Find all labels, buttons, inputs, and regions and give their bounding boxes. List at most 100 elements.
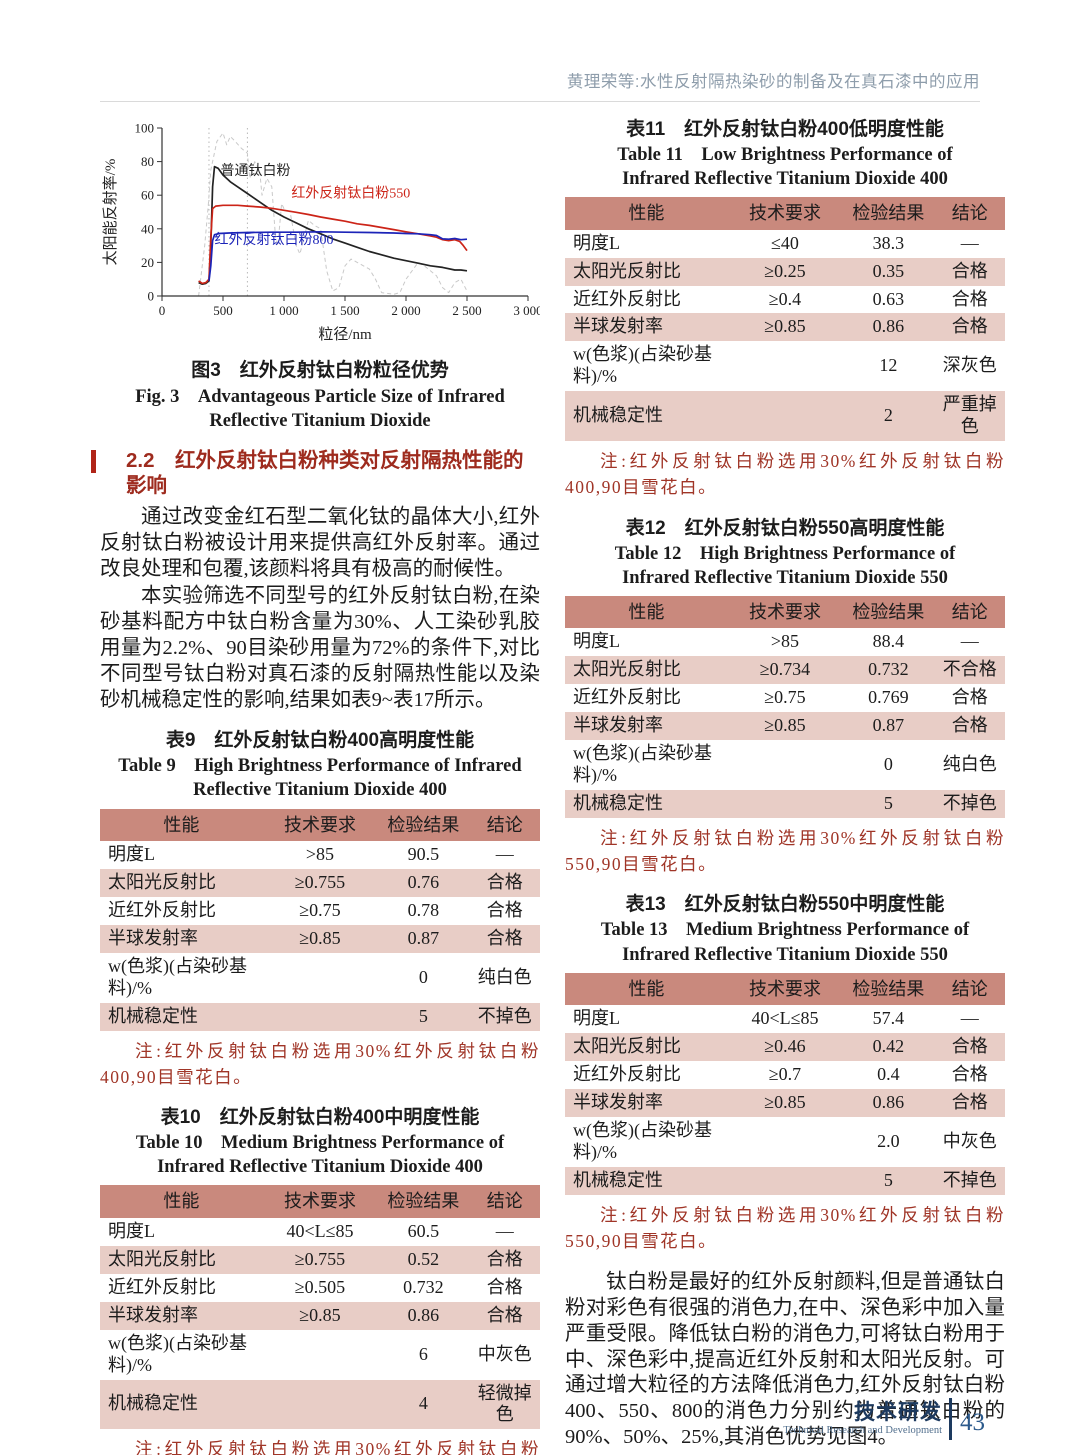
table12-title-en: Table 12 High Brightness Performance of … bbox=[614, 543, 956, 588]
column-header: 性能 bbox=[100, 1185, 263, 1218]
table-header-row: 性能 技术要求 检验结果 结论 bbox=[565, 197, 1005, 230]
column-header: 性能 bbox=[565, 197, 728, 230]
table-cell: — bbox=[960, 631, 979, 652]
column-header: 技术要求 bbox=[262, 1185, 378, 1218]
table-cell: 半球发射率 bbox=[573, 316, 663, 337]
table-cell: 合格 bbox=[486, 1304, 523, 1325]
table-cell: ≥0.4 bbox=[768, 288, 802, 309]
column-header: 检验结果 bbox=[842, 197, 935, 230]
table-cell: 不掉色 bbox=[942, 1169, 997, 1190]
column-header: 结论 bbox=[469, 1185, 540, 1218]
table9-note: 注:红外反射钛白粉选用30%红外反射钛白粉400,90目雪花白。 bbox=[100, 1040, 540, 1087]
table-cell: 近红外反射比 bbox=[573, 1063, 681, 1084]
table-cell: 半球发射率 bbox=[573, 1091, 663, 1112]
column-header: 技术要求 bbox=[727, 595, 843, 629]
table-cell: 40<L≤85 bbox=[751, 1008, 819, 1029]
table-cell: 机械稳定性 bbox=[573, 1169, 663, 1190]
column-header: 结论 bbox=[469, 808, 540, 842]
table-cell: ≥0.505 bbox=[294, 1276, 346, 1297]
footer-section-cn: 技术研发 bbox=[854, 1400, 942, 1424]
table-row: w(色浆)(占染砂基料)/% 0 纯白色 bbox=[565, 740, 1005, 790]
table-header-row: 性能 技术要求 检验结果 结论 bbox=[565, 595, 1005, 629]
table-header-row: 性能 技术要求 检验结果 结论 bbox=[100, 808, 540, 842]
table-row: 明度L ≤40 38.3 — bbox=[565, 230, 1005, 258]
column-header: 性能 bbox=[565, 972, 728, 1006]
table-11: 性能 技术要求 检验结果 结论 明度L ≤40 38.3 — 太阳光反射比 ≥0.25 0.35 合格… bbox=[565, 197, 1005, 442]
y-axis-label: 太阳能反射率/% bbox=[102, 159, 119, 266]
table-cell: ≥0.85 bbox=[764, 715, 806, 736]
table-cell: 合格 bbox=[951, 260, 988, 281]
table-13: 性能 技术要求 检验结果 结论 明度L 40<L≤85 57.4 — 太阳光反射比 ≥0.46 0.… bbox=[565, 972, 1005, 1195]
series-普通钛白粉 bbox=[198, 165, 468, 286]
table-cell: 合格 bbox=[951, 1036, 988, 1057]
x-tick-label: 1 000 bbox=[269, 303, 298, 318]
table-cell bbox=[728, 341, 842, 391]
table-cell: 半球发射率 bbox=[108, 927, 198, 948]
figure3-caption-en: Fig. 3 Advantageous Particle Size of Inf… bbox=[135, 387, 505, 432]
table-cell bbox=[728, 1117, 842, 1167]
table13-note: 注:红外反射钛白粉选用30%红外反射钛白粉550,90目雪花白。 bbox=[565, 1204, 1005, 1251]
table-row: 机械稳定性 2 严重掉色 bbox=[565, 391, 1005, 442]
table-cell: 纯白色 bbox=[942, 754, 997, 775]
table-cell: — bbox=[960, 1008, 979, 1029]
table11-note: 注:红外反射钛白粉选用30%红外反射钛白粉400,90目雪花白。 bbox=[565, 451, 1005, 498]
table12-title-cn: 表12 红外反射钛白粉550高明度性能 bbox=[625, 517, 945, 539]
table13-title-en: Table 13 Medium Brightness Performance o… bbox=[600, 920, 970, 965]
x-tick-label: 2 500 bbox=[452, 303, 481, 318]
table-cell: ≥0.85 bbox=[299, 1304, 341, 1325]
table10-note: 注:红外反射钛白粉选用30%红外反射钛白粉400,90目雪花白。 bbox=[135, 1439, 540, 1455]
table-cell: 纯白色 bbox=[477, 966, 532, 987]
series-红外反射钛白粉800 bbox=[208, 230, 468, 282]
table-cell: 机械稳定性 bbox=[108, 1393, 198, 1414]
section-2-2-heading-text: 2.2 红外反射钛白粉种类对反射隔热性能的影响 bbox=[126, 448, 524, 498]
table-row: 近红外反射比 ≥0.4 0.63 合格 bbox=[565, 286, 1005, 314]
table-cell: 0.769 bbox=[868, 687, 909, 708]
table9-title-cn: 表9 红外反射钛白粉400高明度性能 bbox=[165, 730, 475, 752]
table-cell: 60.5 bbox=[407, 1220, 440, 1241]
table-cell: 0 bbox=[883, 754, 893, 775]
table-cell: 合格 bbox=[951, 1091, 988, 1112]
table-cell: 半球发射率 bbox=[573, 715, 663, 736]
table-cell: 明度L bbox=[573, 631, 620, 652]
table-row: 明度L 40<L≤85 60.5 — bbox=[100, 1218, 540, 1246]
table9-title-en: Table 9 High Brightness Performance of I… bbox=[118, 756, 522, 801]
table11-title-cn: 表11 红外反射钛白粉400低明度性能 bbox=[626, 119, 944, 140]
footer-section-en: Technical Research and Development bbox=[783, 1425, 942, 1437]
table-row: 近红外反射比 ≥0.75 0.78 合格 bbox=[100, 897, 540, 925]
table-cell: 38.3 bbox=[872, 232, 905, 253]
table-cell: 合格 bbox=[951, 687, 988, 708]
table-cell: 0.86 bbox=[872, 316, 905, 337]
series-红外反射钛白粉550 bbox=[198, 204, 468, 285]
table-row: 半球发射率 ≥0.85 0.86 合格 bbox=[565, 1088, 1005, 1117]
y-tick-label: 100 bbox=[135, 121, 155, 136]
x-tick-label: 2 000 bbox=[391, 303, 420, 318]
table-cell: 不掉色 bbox=[477, 1005, 532, 1026]
table-cell: w(色浆)(占染砂基料)/% bbox=[573, 1119, 712, 1162]
x-tick-label: 3 000 bbox=[513, 303, 540, 318]
column-header: 检验结果 bbox=[377, 1185, 470, 1218]
table-row: w(色浆)(占染砂基料)/% 2.0 中灰色 bbox=[565, 1117, 1005, 1167]
table-cell: ≥0.755 bbox=[294, 871, 346, 892]
table-cell bbox=[263, 1380, 377, 1430]
table13-block: 表13 红外反射钛白粉550中明度性能 Table 13 Medium Brig… bbox=[565, 889, 1005, 1254]
right-column: 表11 红外反射钛白粉400低明度性能 Table 11 Low Brightn… bbox=[565, 112, 1005, 1455]
table-cell: 近红外反射比 bbox=[108, 1276, 216, 1297]
table-cell: ≥0.734 bbox=[759, 659, 811, 680]
table-header-row: 性能 技术要求 检验结果 结论 bbox=[565, 972, 1005, 1006]
table-cell: 合格 bbox=[486, 1276, 523, 1297]
table-cell: w(色浆)(占染砂基料)/% bbox=[573, 743, 712, 786]
table-cell: ≥0.75 bbox=[764, 687, 806, 708]
table-cell: 合格 bbox=[486, 1248, 523, 1269]
table-9: 性能 技术要求 检验结果 结论 明度L >85 90.5— 太阳光反射比 ≥0.755 0.76 合… bbox=[100, 808, 540, 1031]
table-cell: 不合格 bbox=[942, 659, 997, 680]
table-cell: ≥0.755 bbox=[294, 1248, 346, 1269]
table-cell: ≥0.85 bbox=[764, 1091, 806, 1112]
table-cell: ≥0.46 bbox=[764, 1036, 806, 1057]
table12-note: 注:红外反射钛白粉选用30%红外反射钛白粉550,90目雪花白。 bbox=[565, 827, 1005, 875]
table-cell: 太阳光反射比 bbox=[108, 871, 216, 892]
table-cell: 太阳光反射比 bbox=[573, 260, 681, 281]
table-cell: w(色浆)(占染砂基料)/% bbox=[108, 955, 247, 998]
table-row: 半球发射率 ≥0.85 0.86 合格 bbox=[100, 1301, 540, 1330]
table-cell: 机械稳定性 bbox=[573, 793, 663, 814]
